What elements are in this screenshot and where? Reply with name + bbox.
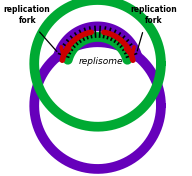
Text: replication
fork: replication fork	[4, 5, 50, 25]
Text: replisome: replisome	[79, 57, 123, 66]
Text: replication
fork: replication fork	[131, 5, 177, 25]
